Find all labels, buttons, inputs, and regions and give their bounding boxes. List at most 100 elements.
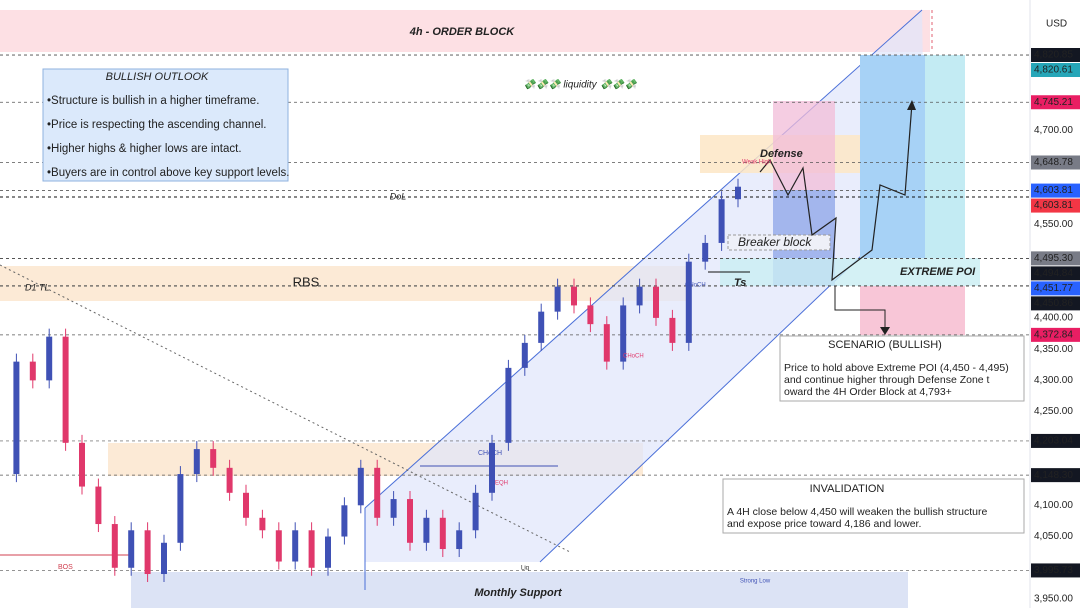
candle	[702, 242, 709, 262]
candle	[669, 317, 676, 343]
price-label: 3,995.73	[1034, 565, 1073, 576]
candle	[325, 536, 331, 568]
choch3-label: CHoCH	[478, 450, 502, 457]
candle	[636, 286, 643, 306]
candle	[341, 505, 348, 537]
order-block-label: 4h - ORDER BLOCK	[409, 26, 516, 38]
candle	[243, 492, 249, 518]
candle	[111, 524, 118, 568]
rbs-zone	[0, 266, 688, 301]
liquidity-label: 💸💸💸 liquidity 💸💸💸	[522, 79, 639, 91]
candle	[653, 286, 659, 318]
outlook-title-label: BULLISH OUTLOOK	[106, 71, 209, 83]
forecast-path	[759, 102, 913, 282]
price-label-bg	[1031, 48, 1080, 63]
y-tick-label: 4,100.00	[1034, 500, 1073, 511]
outlook-box	[42, 68, 289, 182]
candle	[390, 499, 397, 518]
strong-low-label: Strong Low	[740, 579, 771, 585]
price-label: 4,203.04	[1034, 436, 1073, 447]
candle	[571, 286, 577, 306]
currency: USD	[1046, 19, 1067, 30]
rbs-label: RBS	[293, 274, 320, 289]
candle	[357, 467, 364, 506]
bos-label: BOS	[58, 564, 73, 571]
scenario-text: oward the 4H Order Block at 4,793+	[784, 386, 952, 398]
outlook-bullet: •Structure is bullish in a higher timefr…	[47, 95, 259, 107]
breaker-block-box	[727, 234, 831, 251]
arrow-head	[880, 327, 890, 335]
candle	[62, 336, 69, 443]
candle	[128, 530, 135, 568]
candle	[275, 530, 282, 562]
price-label-bg	[1031, 95, 1080, 110]
candle	[292, 530, 299, 562]
candle	[226, 467, 233, 493]
candle	[46, 336, 53, 381]
scenario-arrow	[834, 286, 886, 330]
ts-label: Ts	[734, 277, 746, 289]
price-label-bg	[1031, 198, 1080, 213]
candle	[735, 186, 741, 200]
defense-label: Defense	[760, 148, 803, 160]
candle	[521, 342, 528, 368]
outlook-bullet: •Buyers are in control above key support…	[47, 167, 289, 179]
y-tick-label: 4,300.00	[1034, 375, 1073, 386]
choch2-label: CHoCH	[623, 354, 644, 360]
candle	[587, 305, 594, 325]
candle	[538, 311, 545, 343]
dol-label: DoL	[390, 191, 407, 201]
order-block-zone	[0, 10, 930, 52]
d1tl-label: D1 TL	[25, 282, 50, 292]
outlook-bullet: •Price is respecting the ascending chann…	[47, 119, 266, 131]
price-label: 4,495.30	[1034, 253, 1073, 264]
invalidation-text: and expose price toward 4,186 and lower.	[727, 518, 921, 530]
candle	[407, 499, 413, 543]
candle	[505, 367, 512, 443]
candle	[79, 442, 85, 487]
price-label: 4,603.81	[1034, 185, 1073, 196]
extreme-poi-label: EXTREME POI	[900, 266, 976, 278]
extreme-poi-zone	[720, 258, 980, 286]
y-tick-label: 4,550.00	[1034, 219, 1073, 230]
price-label: 4,494.84	[1034, 268, 1073, 279]
price-label: 4,820.85	[1034, 50, 1073, 61]
y-tick-label: 4,400.00	[1034, 313, 1073, 324]
candle	[308, 530, 315, 568]
candle	[456, 530, 463, 550]
price-label: 4,450.86	[1034, 298, 1073, 309]
monthly-support-zone	[131, 572, 908, 608]
outlook-bullet: •Higher highs & higher lows are intact.	[47, 143, 242, 155]
candle	[685, 261, 692, 343]
candle	[423, 517, 430, 543]
y-tick-label: 4,250.00	[1034, 406, 1073, 417]
candle	[210, 449, 217, 468]
breaker-label: Breaker block	[738, 235, 812, 249]
candle	[603, 324, 610, 362]
invalidation-box	[722, 478, 1025, 534]
price-label-bg	[1031, 327, 1080, 342]
price-label-bg	[1031, 468, 1080, 483]
price-label-bg	[1031, 296, 1080, 311]
price-label-bg	[1031, 155, 1080, 170]
invalidation-text: A 4H close below 4,450 will weaken the b…	[727, 506, 987, 518]
candle	[144, 530, 151, 575]
y-tick-label: 4,350.00	[1034, 344, 1073, 355]
y-tick-label: 4,050.00	[1034, 531, 1073, 542]
target-box	[860, 55, 925, 258]
scenario-text: and continue higher through Defense Zone…	[784, 374, 990, 386]
candle	[259, 517, 266, 531]
scenario-text: Price to hold above Extreme POI (4,450 -…	[784, 362, 1009, 374]
price-label-bg	[1031, 251, 1080, 266]
price-label-bg	[1031, 433, 1080, 448]
price-label-bg	[1031, 281, 1080, 296]
scenario-box	[779, 335, 1025, 402]
price-label: 4,148.30	[1034, 470, 1073, 481]
candle	[439, 517, 446, 550]
liq-label: Liq	[521, 566, 529, 572]
price-label-bg	[1031, 563, 1080, 578]
eqh-label: EQH	[495, 481, 508, 487]
candle	[29, 361, 36, 381]
y-tick-label: 4,700.00	[1034, 125, 1073, 136]
